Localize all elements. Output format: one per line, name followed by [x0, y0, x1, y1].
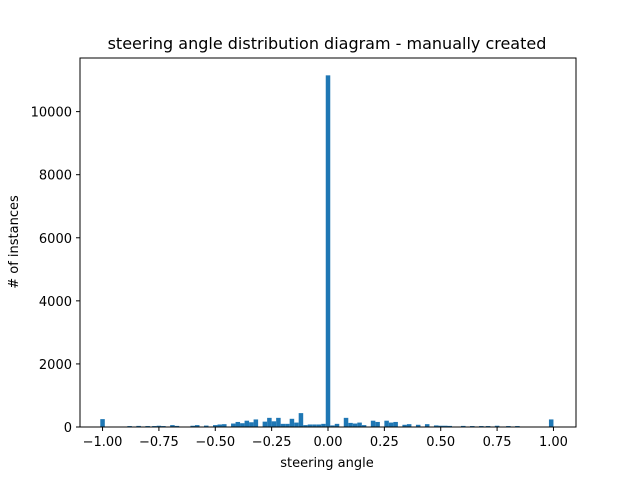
y-tick-label: 10000	[31, 106, 72, 121]
x-tick-label: 0.25	[370, 435, 399, 450]
histogram-bar	[298, 413, 304, 427]
histogram-bar	[370, 420, 376, 427]
x-tick-label: −0.75	[139, 435, 179, 450]
histogram-bar	[204, 425, 209, 427]
histogram-bar	[375, 421, 380, 427]
histogram-bar	[253, 419, 259, 427]
y-axis-label: # of instances	[7, 195, 22, 289]
histogram-bar	[388, 422, 394, 427]
y-tick-label: 8000	[39, 169, 72, 184]
histogram-bar	[244, 420, 250, 427]
histogram-bar	[174, 425, 180, 427]
histogram-bar	[334, 423, 340, 427]
histogram-bar	[217, 424, 223, 427]
histogram-bar	[249, 422, 254, 427]
histogram-bar	[136, 425, 141, 427]
histogram-bar	[262, 421, 268, 427]
x-tick-label: 1.00	[539, 435, 568, 450]
histogram-bar	[461, 425, 466, 427]
histogram-bar	[402, 424, 407, 427]
x-tick-label: −0.50	[195, 435, 235, 450]
histogram-bar	[100, 419, 105, 427]
x-tick-label: −0.25	[252, 435, 292, 450]
histogram-bar	[289, 418, 295, 427]
histogram-bar	[280, 423, 286, 427]
x-tick-label: 0.00	[314, 435, 343, 450]
histogram-bar	[271, 421, 277, 427]
histogram-bar	[303, 425, 308, 427]
histogram-bar	[321, 423, 326, 427]
x-axis-label: steering angle	[280, 456, 374, 471]
histogram-bar	[267, 417, 272, 427]
histogram-bar	[316, 424, 322, 427]
histogram-bar	[438, 425, 443, 427]
x-tick-label: 0.75	[483, 435, 512, 450]
y-tick-label: 0	[64, 421, 72, 436]
histogram-bar	[194, 425, 200, 427]
histogram-bar	[348, 422, 353, 427]
y-tick-label: 6000	[39, 232, 72, 247]
histogram-bar	[276, 417, 281, 427]
histogram-bar	[213, 425, 218, 427]
histogram-bar	[424, 424, 430, 427]
histogram-bar	[352, 423, 358, 427]
histogram-bar	[235, 421, 241, 427]
histogram-bar	[231, 423, 236, 427]
histogram-bar	[415, 424, 421, 427]
histogram-bar	[343, 417, 349, 427]
histogram-bar	[330, 425, 335, 427]
y-tick-label: 2000	[39, 358, 72, 373]
histogram-bar	[222, 424, 227, 427]
histogram-bar	[156, 425, 162, 427]
histogram-bar	[384, 420, 389, 427]
histogram-bar	[325, 75, 331, 427]
histogram-bar	[406, 424, 412, 427]
histogram-bar	[494, 425, 500, 427]
histogram-bar	[240, 423, 245, 427]
histogram-bar	[170, 425, 175, 427]
histogram-bar	[433, 425, 439, 427]
histogram-bar	[361, 425, 367, 427]
y-axis-ticks: 0 2000 4000 6000 8000 10000	[31, 106, 80, 436]
histogram-bar	[393, 421, 398, 427]
y-tick-label: 4000	[39, 295, 72, 310]
x-tick-label: 0.50	[426, 435, 455, 450]
histogram-bar	[548, 419, 554, 427]
histogram-bar	[294, 422, 299, 427]
chart-title: steering angle distribution diagram - ma…	[108, 34, 547, 53]
histogram-bar	[190, 425, 195, 427]
histogram-bar	[285, 423, 290, 427]
bars-group	[100, 75, 554, 427]
histogram-bar	[307, 424, 313, 427]
histogram-bar	[312, 424, 317, 427]
histogram-bar	[357, 422, 362, 427]
histogram-bar	[442, 425, 448, 427]
x-tick-label: −1.00	[83, 435, 123, 450]
histogram-bar	[447, 425, 452, 427]
x-axis-ticks: −1.00 −0.75 −0.50 −0.25 0.00 0.25 0.50 0.75 1.00	[83, 427, 568, 450]
